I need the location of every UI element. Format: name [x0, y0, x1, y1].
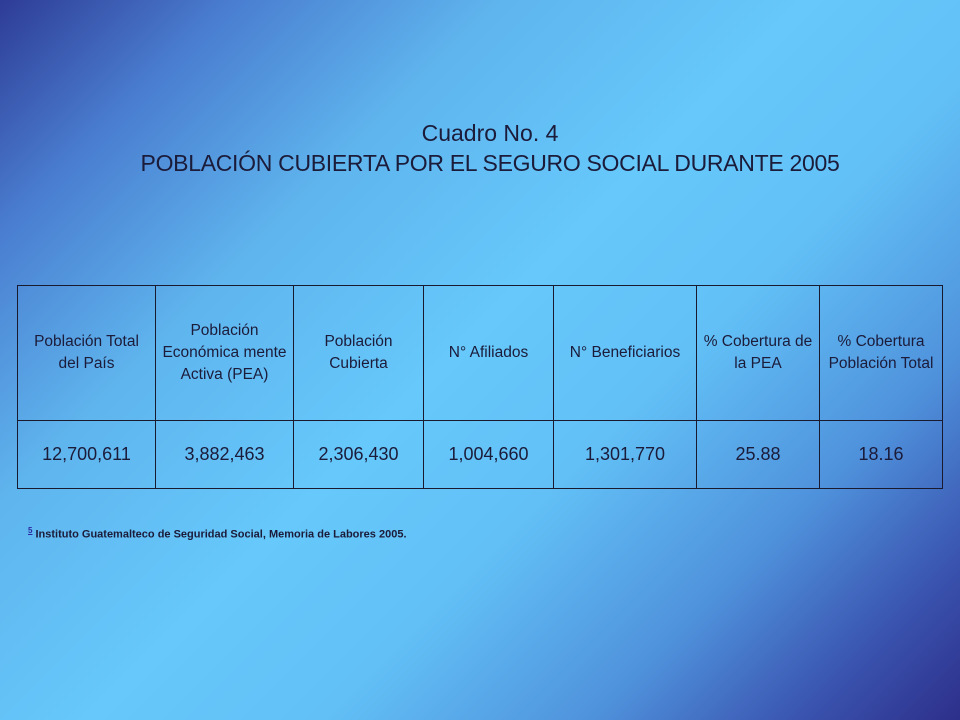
table-row: 12,700,611 3,882,463 2,306,430 1,004,660…: [17, 420, 943, 489]
cell-afiliados: 1,004,660: [423, 420, 554, 489]
table-caption-title: POBLACIÓN CUBIERTA POR EL SEGURO SOCIAL …: [140, 150, 840, 176]
cell-poblacion-total: 12,700,611: [17, 420, 156, 489]
header-cell-poblacion-total: Población Total del País: [17, 285, 156, 421]
cell-pea: 3,882,463: [155, 420, 294, 489]
footnote-link[interactable]: 5: [28, 526, 33, 535]
cell-beneficiarios: 1,301,770: [553, 420, 697, 489]
header-cell-beneficiarios: N° Beneficiarios: [553, 285, 697, 421]
title-block: Cuadro No. 4 POBLACIÓN CUBIERTA POR EL S…: [0, 118, 960, 178]
cell-cobertura-pea: 25.88: [696, 420, 820, 489]
header-cell-pea: Población Económica mente Activa (PEA): [155, 285, 294, 421]
footnote: 5 Instituto Guatemalteco de Seguridad Soc…: [28, 526, 407, 541]
header-cell-cobertura-total: % Cobertura Población Total: [819, 285, 943, 421]
cell-cobertura-total: 18.16: [819, 420, 943, 489]
table-caption-number: Cuadro No. 4: [421, 120, 559, 146]
header-cell-cobertura-pea: % Cobertura de la PEA: [696, 285, 820, 421]
header-row: Población Total del País Población Econó…: [17, 285, 943, 421]
coverage-table: Población Total del País Población Econó…: [17, 285, 943, 489]
cell-poblacion-cubierta: 2,306,430: [293, 420, 424, 489]
header-cell-poblacion-cubierta: Población Cubierta: [293, 285, 424, 421]
footnote-text: Instituto Guatemalteco de Seguridad Soci…: [35, 528, 407, 541]
header-cell-afiliados: N° Afiliados: [423, 285, 554, 421]
